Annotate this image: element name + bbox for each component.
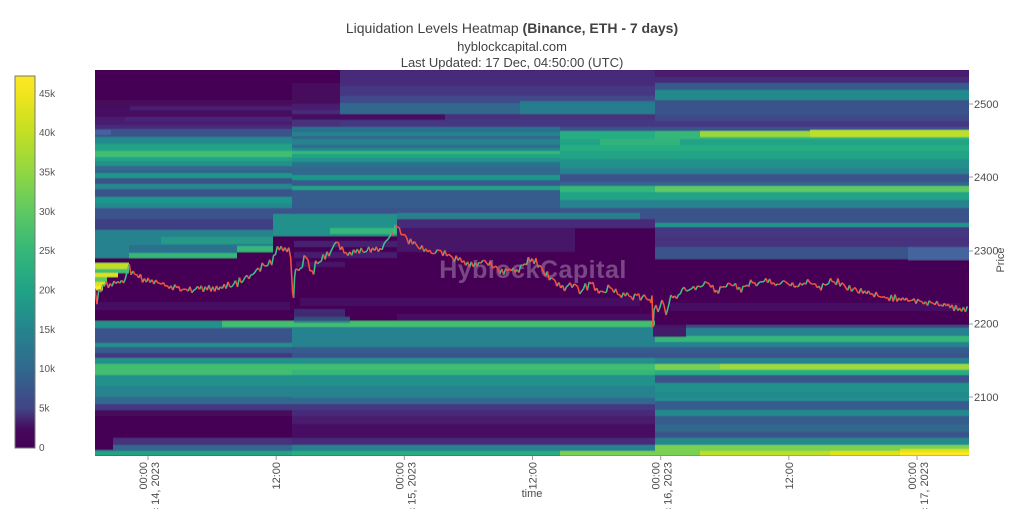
svg-text:00:00: 00:00 — [394, 462, 406, 490]
svg-text:45k: 45k — [39, 89, 56, 100]
svg-text:12:00: 12:00 — [784, 462, 796, 490]
svg-text:25k: 25k — [39, 246, 56, 257]
svg-text:12:00: 12:00 — [271, 462, 283, 490]
svg-text:Last Updated: 17 Dec, 04:50:00: Last Updated: 17 Dec, 04:50:00 (UTC) — [401, 55, 624, 70]
svg-text:20k: 20k — [39, 286, 56, 297]
svg-text:Dec 15, 2023: Dec 15, 2023 — [406, 462, 418, 509]
svg-text:0: 0 — [39, 443, 45, 454]
svg-text:Dec 17, 2023: Dec 17, 2023 — [919, 462, 931, 509]
svg-text:15k: 15k — [39, 325, 56, 336]
svg-text:2100: 2100 — [974, 392, 998, 404]
svg-text:2500: 2500 — [974, 99, 998, 111]
svg-text:Dec 16, 2023: Dec 16, 2023 — [663, 462, 675, 509]
svg-text:hyblockcapital.com: hyblockcapital.com — [457, 39, 567, 54]
svg-text:00:00: 00:00 — [138, 462, 150, 490]
svg-text:10k: 10k — [39, 364, 56, 375]
svg-text:Price: Price — [995, 247, 1007, 272]
svg-text:Dec 14, 2023: Dec 14, 2023 — [150, 462, 162, 509]
svg-text:time: time — [522, 488, 543, 500]
svg-text:00:00: 00:00 — [907, 462, 919, 490]
svg-text:2200: 2200 — [974, 319, 998, 331]
svg-text:5k: 5k — [39, 404, 51, 415]
svg-text:00:00: 00:00 — [651, 462, 663, 490]
svg-text:35k: 35k — [39, 168, 56, 179]
svg-text:12:00: 12:00 — [528, 462, 540, 490]
svg-text:Liquidation Levels Heatmap (Bi: Liquidation Levels Heatmap (Binance, ETH… — [346, 20, 678, 36]
svg-text:40k: 40k — [39, 128, 56, 139]
svg-text:2300: 2300 — [974, 245, 998, 257]
svg-text:30k: 30k — [39, 207, 56, 218]
svg-text:2400: 2400 — [974, 172, 998, 184]
